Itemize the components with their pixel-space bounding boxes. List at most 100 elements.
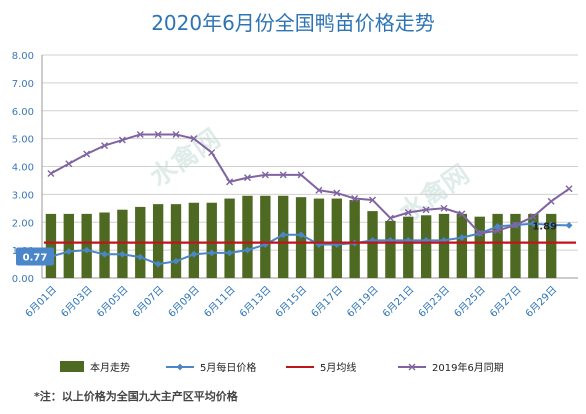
legend-label: 2019年6月同期 xyxy=(432,361,504,374)
y-tick-label: 6.00 xyxy=(12,107,34,118)
data-point xyxy=(279,171,287,179)
bar xyxy=(313,198,325,278)
x-tick-label: 6月17日 xyxy=(309,284,345,320)
legend-swatch xyxy=(60,361,84,372)
chart-title: 2020年6月份全国鸭苗价格走势 xyxy=(151,11,435,35)
data-point xyxy=(458,234,466,241)
data-point xyxy=(190,250,198,258)
bar xyxy=(152,204,164,278)
data-point xyxy=(494,227,502,235)
data-point xyxy=(243,174,251,182)
data-label: 0.77 xyxy=(23,253,48,264)
legend: 本月走势 5月每日价格 5月均线 2019年6月同期 xyxy=(60,361,504,374)
x-tick-label: 6月07日 xyxy=(130,284,166,320)
gridlines xyxy=(42,54,578,279)
series-line xyxy=(50,133,570,235)
data-point xyxy=(386,214,394,222)
x-tick-label: 6月19日 xyxy=(345,284,381,320)
data-point xyxy=(261,171,269,179)
y-tick-label: 4.00 xyxy=(12,163,34,174)
data-point xyxy=(172,130,180,138)
legend-marker xyxy=(176,363,184,371)
bar xyxy=(349,199,360,278)
data-point xyxy=(136,130,144,138)
data-point xyxy=(226,178,234,186)
data-point xyxy=(65,160,73,168)
x-tick-label: 6月21日 xyxy=(380,284,416,320)
y-tick-label: 5.00 xyxy=(12,135,34,146)
data-point xyxy=(136,253,144,261)
bar xyxy=(188,202,200,278)
y-tick-label: 2.00 xyxy=(12,218,34,229)
bar xyxy=(242,195,253,278)
data-label: 1.89 xyxy=(532,221,557,232)
data-point xyxy=(511,221,519,229)
legend-item: 2019年6月同期 xyxy=(398,361,504,374)
data-point xyxy=(83,246,91,254)
data-point xyxy=(101,250,108,258)
data-point xyxy=(297,171,305,179)
data-point xyxy=(529,213,537,221)
bar xyxy=(528,213,539,278)
data-point xyxy=(422,206,430,214)
series-line xyxy=(50,222,570,266)
x-tick-label: 6月05日 xyxy=(94,284,130,320)
legend-item: 5月均线 xyxy=(286,361,356,374)
data-point xyxy=(440,236,448,244)
data-label-box xyxy=(16,247,54,266)
data-point xyxy=(279,231,287,239)
bar xyxy=(224,198,235,278)
data-point xyxy=(565,185,573,193)
bar xyxy=(45,213,57,278)
data-point xyxy=(404,236,412,244)
data-point xyxy=(333,189,341,197)
bar xyxy=(510,213,521,278)
bar xyxy=(385,220,396,278)
bars-series xyxy=(45,195,557,278)
bar xyxy=(546,213,557,278)
y-tick-label: 7.00 xyxy=(12,79,34,90)
x-tick-label: 6月29日 xyxy=(523,284,559,320)
bar xyxy=(367,211,378,278)
data-point xyxy=(65,248,73,255)
data-point xyxy=(47,169,55,177)
x-tick-label: 6月11日 xyxy=(202,284,238,320)
legend-item: 5月每日价格 xyxy=(166,361,256,374)
footnote: *注：以上价格为全国九大主产区平均价格 xyxy=(34,389,239,403)
x-tick-label: 6月15日 xyxy=(273,284,309,320)
bar xyxy=(331,198,342,278)
data-point xyxy=(244,246,251,254)
data-point xyxy=(190,135,198,143)
data-point xyxy=(154,130,162,138)
y-tick-label: 0.00 xyxy=(12,274,34,285)
x-axis: 6月01日 6月03日 6月05日 6月07日 6月09日 6月11日 6月13日 6月15日… xyxy=(23,284,559,320)
data-point xyxy=(83,150,91,158)
data-point xyxy=(315,186,323,194)
data-point xyxy=(476,229,484,237)
data-point xyxy=(208,149,216,157)
legend-label: 5月每日价格 xyxy=(200,361,256,374)
bar xyxy=(260,195,271,278)
line-series xyxy=(44,130,576,268)
x-tick-label: 6月09日 xyxy=(166,284,202,320)
bar xyxy=(81,213,92,278)
legend-item: 本月走势 xyxy=(60,361,130,374)
data-point xyxy=(119,250,126,258)
data-point xyxy=(547,197,555,205)
x-tick-label: 6月27日 xyxy=(487,284,523,320)
data-point xyxy=(172,257,180,265)
x-tick-label: 6月03日 xyxy=(59,284,95,320)
x-tick-label: 6月13日 xyxy=(237,284,273,320)
x-tick-label: 6月23日 xyxy=(416,284,452,320)
data-point xyxy=(369,196,377,204)
data-point xyxy=(458,210,466,218)
data-point xyxy=(208,249,216,257)
x-tick-label: 6月25日 xyxy=(452,284,488,320)
data-point xyxy=(565,221,573,229)
data-point xyxy=(226,249,233,257)
data-point xyxy=(404,208,412,216)
data-point xyxy=(118,136,126,144)
bar xyxy=(492,213,503,278)
data-point xyxy=(154,260,162,268)
